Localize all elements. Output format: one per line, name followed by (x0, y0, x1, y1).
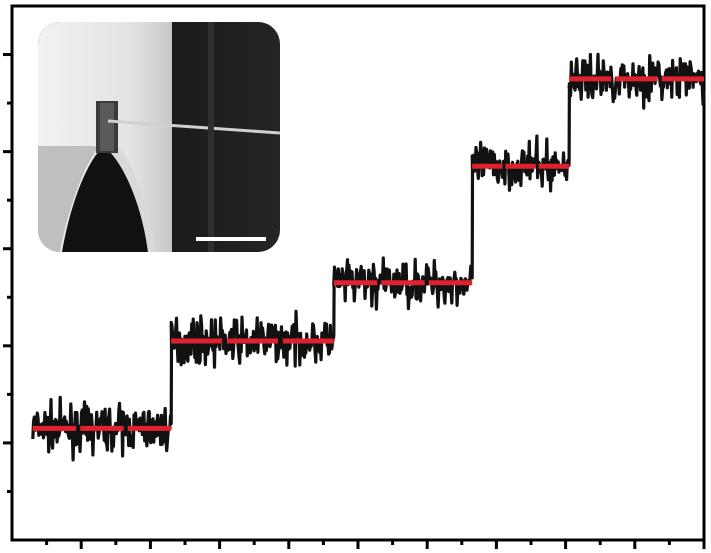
inset-tip-shadow (38, 146, 100, 252)
inset-tip (62, 150, 148, 252)
noisy-trace-line (31, 52, 706, 462)
chart-axes (3, 4, 706, 549)
inset-micrograph (38, 22, 280, 252)
inset-sample-face (100, 103, 114, 151)
trace-layer (31, 52, 706, 462)
inset-cantilever (107, 119, 280, 135)
fit-segment-layer (32, 76, 704, 431)
inset-scale-bar (196, 237, 266, 241)
inset-tip-edge (108, 146, 156, 252)
inset-right-strip (208, 22, 214, 252)
